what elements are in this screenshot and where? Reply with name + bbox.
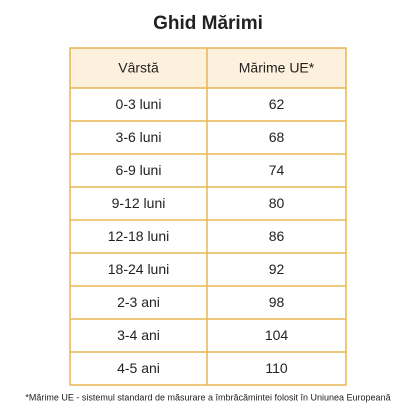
- table-cell: 68: [269, 129, 285, 145]
- table-cell: 110: [265, 360, 288, 376]
- table-cell: 98: [269, 294, 285, 310]
- table-cell: 104: [265, 327, 289, 343]
- footnote: *Mărime UE - sistemul standard de măsura…: [25, 392, 390, 402]
- table-cell: 0-3 luni: [116, 96, 162, 112]
- table-cell: 9-12 luni: [112, 195, 166, 211]
- table-cell: 92: [269, 261, 285, 277]
- header-cell: Mărime UE*: [239, 60, 315, 76]
- table-border: [69, 47, 347, 386]
- table-cell: 4-5 ani: [117, 360, 160, 376]
- table-cell: 2-3 ani: [117, 294, 160, 310]
- table-cell: 3-6 luni: [116, 129, 162, 145]
- header-cell: Vârstă: [118, 60, 159, 76]
- table-cell: 86: [269, 228, 285, 244]
- table-cell: 12-18 luni: [108, 228, 170, 244]
- table-cell: 6-9 luni: [116, 162, 162, 178]
- table-cell: 3-4 ani: [117, 327, 160, 343]
- table-cell: 18-24 luni: [108, 261, 170, 277]
- header-background: [70, 48, 346, 88]
- table-cell: 74: [269, 162, 285, 178]
- title: Ghid Mărimi: [153, 13, 263, 34]
- table-cell: 62: [269, 96, 285, 112]
- table-cell: 80: [269, 195, 285, 211]
